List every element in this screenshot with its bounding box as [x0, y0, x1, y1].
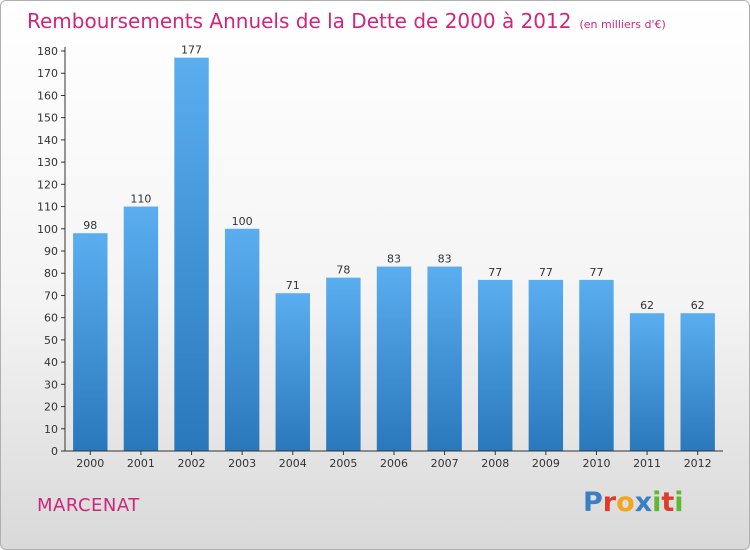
bar-value-label: 62	[691, 299, 705, 312]
x-axis: 2000 2001 2002 2003 2004 2005 2006 2007 2008 2009…	[65, 450, 723, 470]
x-tick-label: 2009	[532, 457, 560, 470]
bar-value-label: 78	[336, 264, 350, 277]
y-axis: 0 10 20 30 40 50 60 70 80 90 100 110 120 130 140 150 160…	[37, 45, 66, 458]
y-tick-label: 170	[37, 67, 58, 80]
bar-value-label: 77	[589, 266, 603, 279]
bar-value-label: 110	[130, 193, 151, 206]
logo-letter: P	[583, 487, 603, 518]
bar-value-label: 83	[387, 253, 401, 266]
y-tick-label: 10	[44, 423, 58, 436]
y-tick-label: 70	[44, 289, 58, 302]
y-tick-label: 100	[37, 223, 58, 236]
y-tick-label: 80	[44, 267, 58, 280]
bar-2001	[123, 206, 159, 451]
bar-2002	[174, 57, 209, 452]
y-tick-label: 90	[44, 245, 58, 258]
bar-value-label: 71	[286, 279, 300, 292]
bar-value-label: 83	[438, 253, 452, 266]
bar-2000	[73, 233, 108, 451]
bar-2011	[629, 313, 665, 451]
bar-2010	[579, 279, 614, 451]
x-tick-label: 2004	[279, 457, 307, 470]
x-tick-label: 2012	[684, 457, 712, 470]
chart-title: Remboursements Annuels de la Dette de 20…	[27, 9, 666, 33]
x-tick-label: 2007	[431, 457, 459, 470]
bar-2009	[528, 279, 564, 451]
proxiti-logo: Proxiti	[583, 487, 684, 518]
y-tick-label: 120	[37, 178, 58, 191]
y-tick-label: 110	[37, 201, 58, 214]
y-tick-label: 60	[44, 312, 58, 325]
y-tick-label: 130	[37, 156, 58, 169]
x-tick-label: 2005	[329, 457, 357, 470]
bar-2012	[680, 313, 715, 451]
logo-letter: t	[661, 487, 675, 518]
bar-2008	[478, 279, 513, 451]
x-tick-label: 2002	[178, 457, 206, 470]
x-tick-label: 2001	[127, 457, 155, 470]
city-name: MARCENAT	[37, 495, 140, 516]
bar-value-label: 62	[640, 299, 654, 312]
y-tick-label: 30	[44, 378, 58, 391]
x-tick-label: 2000	[76, 457, 104, 470]
bar-value-label: 98	[83, 219, 97, 232]
x-tick-label: 2010	[582, 457, 610, 470]
bar-2007	[427, 266, 462, 451]
y-tick-label: 0	[51, 445, 58, 458]
bar-value-label: 177	[181, 44, 202, 57]
chart-subtitle: (en milliers d'€)	[579, 18, 666, 31]
chart-title-text: Remboursements Annuels de la Dette de 20…	[27, 9, 572, 33]
y-tick-label: 150	[37, 112, 58, 125]
logo-letter: r	[602, 487, 617, 518]
logo-letter: o	[616, 487, 635, 518]
logo-letter: i	[674, 487, 684, 518]
x-tick-label: 2006	[380, 457, 408, 470]
y-tick-label: 50	[44, 334, 58, 347]
logo-letter: i	[652, 487, 662, 518]
bar-2003	[224, 228, 260, 451]
x-tick-label: 2008	[481, 457, 509, 470]
y-tick-label: 140	[37, 134, 58, 147]
y-tick-label: 160	[37, 89, 58, 102]
bar-value-label: 100	[232, 215, 253, 228]
x-tick-label: 2003	[228, 457, 256, 470]
bar-value-label: 77	[488, 266, 502, 279]
y-tick-label: 40	[44, 356, 58, 369]
bar-2005	[326, 277, 361, 451]
x-tick-label: 2011	[633, 457, 661, 470]
bars: 98 110 177 100 71 78 83 83 77 77 77 62 62	[73, 44, 715, 452]
logo-letter: x	[634, 487, 653, 518]
bar-chart: 0 10 20 30 40 50 60 70 80 90 100 110 120 130 140 150 160…	[37, 44, 723, 470]
bar-2004	[275, 293, 310, 451]
y-tick-label: 180	[37, 45, 58, 58]
y-tick-label: 20	[44, 401, 58, 414]
bar-2006	[376, 266, 412, 451]
bar-value-label: 77	[539, 266, 553, 279]
